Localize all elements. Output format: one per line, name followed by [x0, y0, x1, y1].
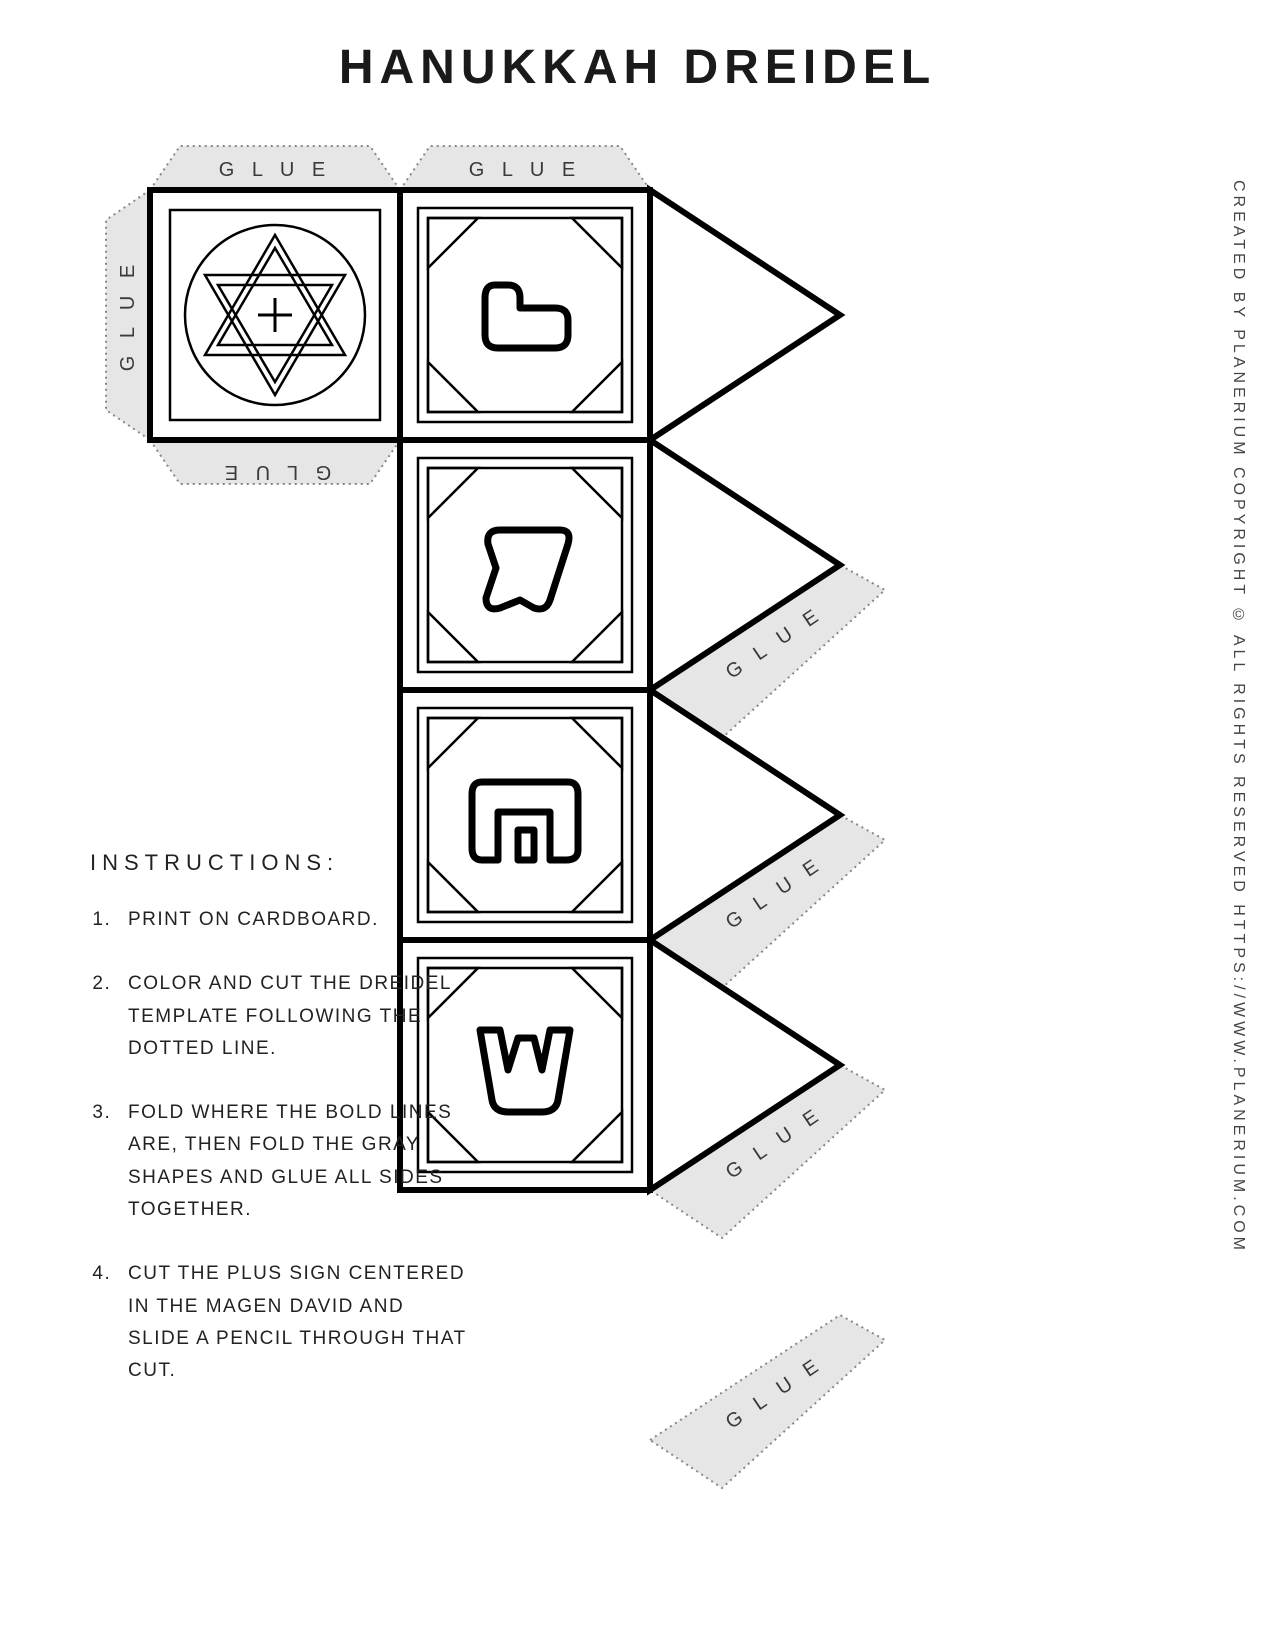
glue-label: G L U E [469, 159, 581, 181]
instructions-heading: INSTRUCTIONS: [90, 850, 470, 876]
instructions-list: PRINT ON CARDBOARD. COLOR AND CUT THE DR… [90, 904, 470, 1388]
glue-tab: G L U E [150, 440, 400, 484]
glue-tab: G L U E [400, 146, 650, 190]
instructions-block: INSTRUCTIONS: PRINT ON CARDBOARD. COLOR … [90, 850, 470, 1420]
instruction-item: COLOR AND CUT THE DREIDEL TEMPLATE FOLLO… [118, 968, 470, 1065]
glue-tab: G L U E [650, 1315, 885, 1488]
glue-tab: G L U E [106, 190, 150, 440]
face-gimel [400, 440, 650, 690]
point-triangle [650, 190, 840, 440]
instruction-item: FOLD WHERE THE BOLD LINES ARE, THEN FOLD… [118, 1097, 470, 1226]
glue-label: G L U E [117, 259, 139, 371]
page: HANUKKAH DREIDEL CREATED BY PLANERIUM CO… [0, 0, 1275, 1650]
page-title: HANUKKAH DREIDEL [0, 40, 1275, 95]
glue-label: G L U E [219, 159, 331, 181]
instruction-item: PRINT ON CARDBOARD. [118, 904, 470, 936]
face-top [150, 190, 400, 440]
glue-label: G L U E [219, 461, 331, 483]
instruction-item: CUT THE PLUS SIGN CENTERED IN THE MAGEN … [118, 1258, 470, 1387]
copyright-text: CREATED BY PLANERIUM COPYRIGHT © ALL RIG… [1229, 180, 1247, 1380]
face-nun [400, 190, 650, 440]
glue-tab: G L U E [150, 146, 400, 190]
